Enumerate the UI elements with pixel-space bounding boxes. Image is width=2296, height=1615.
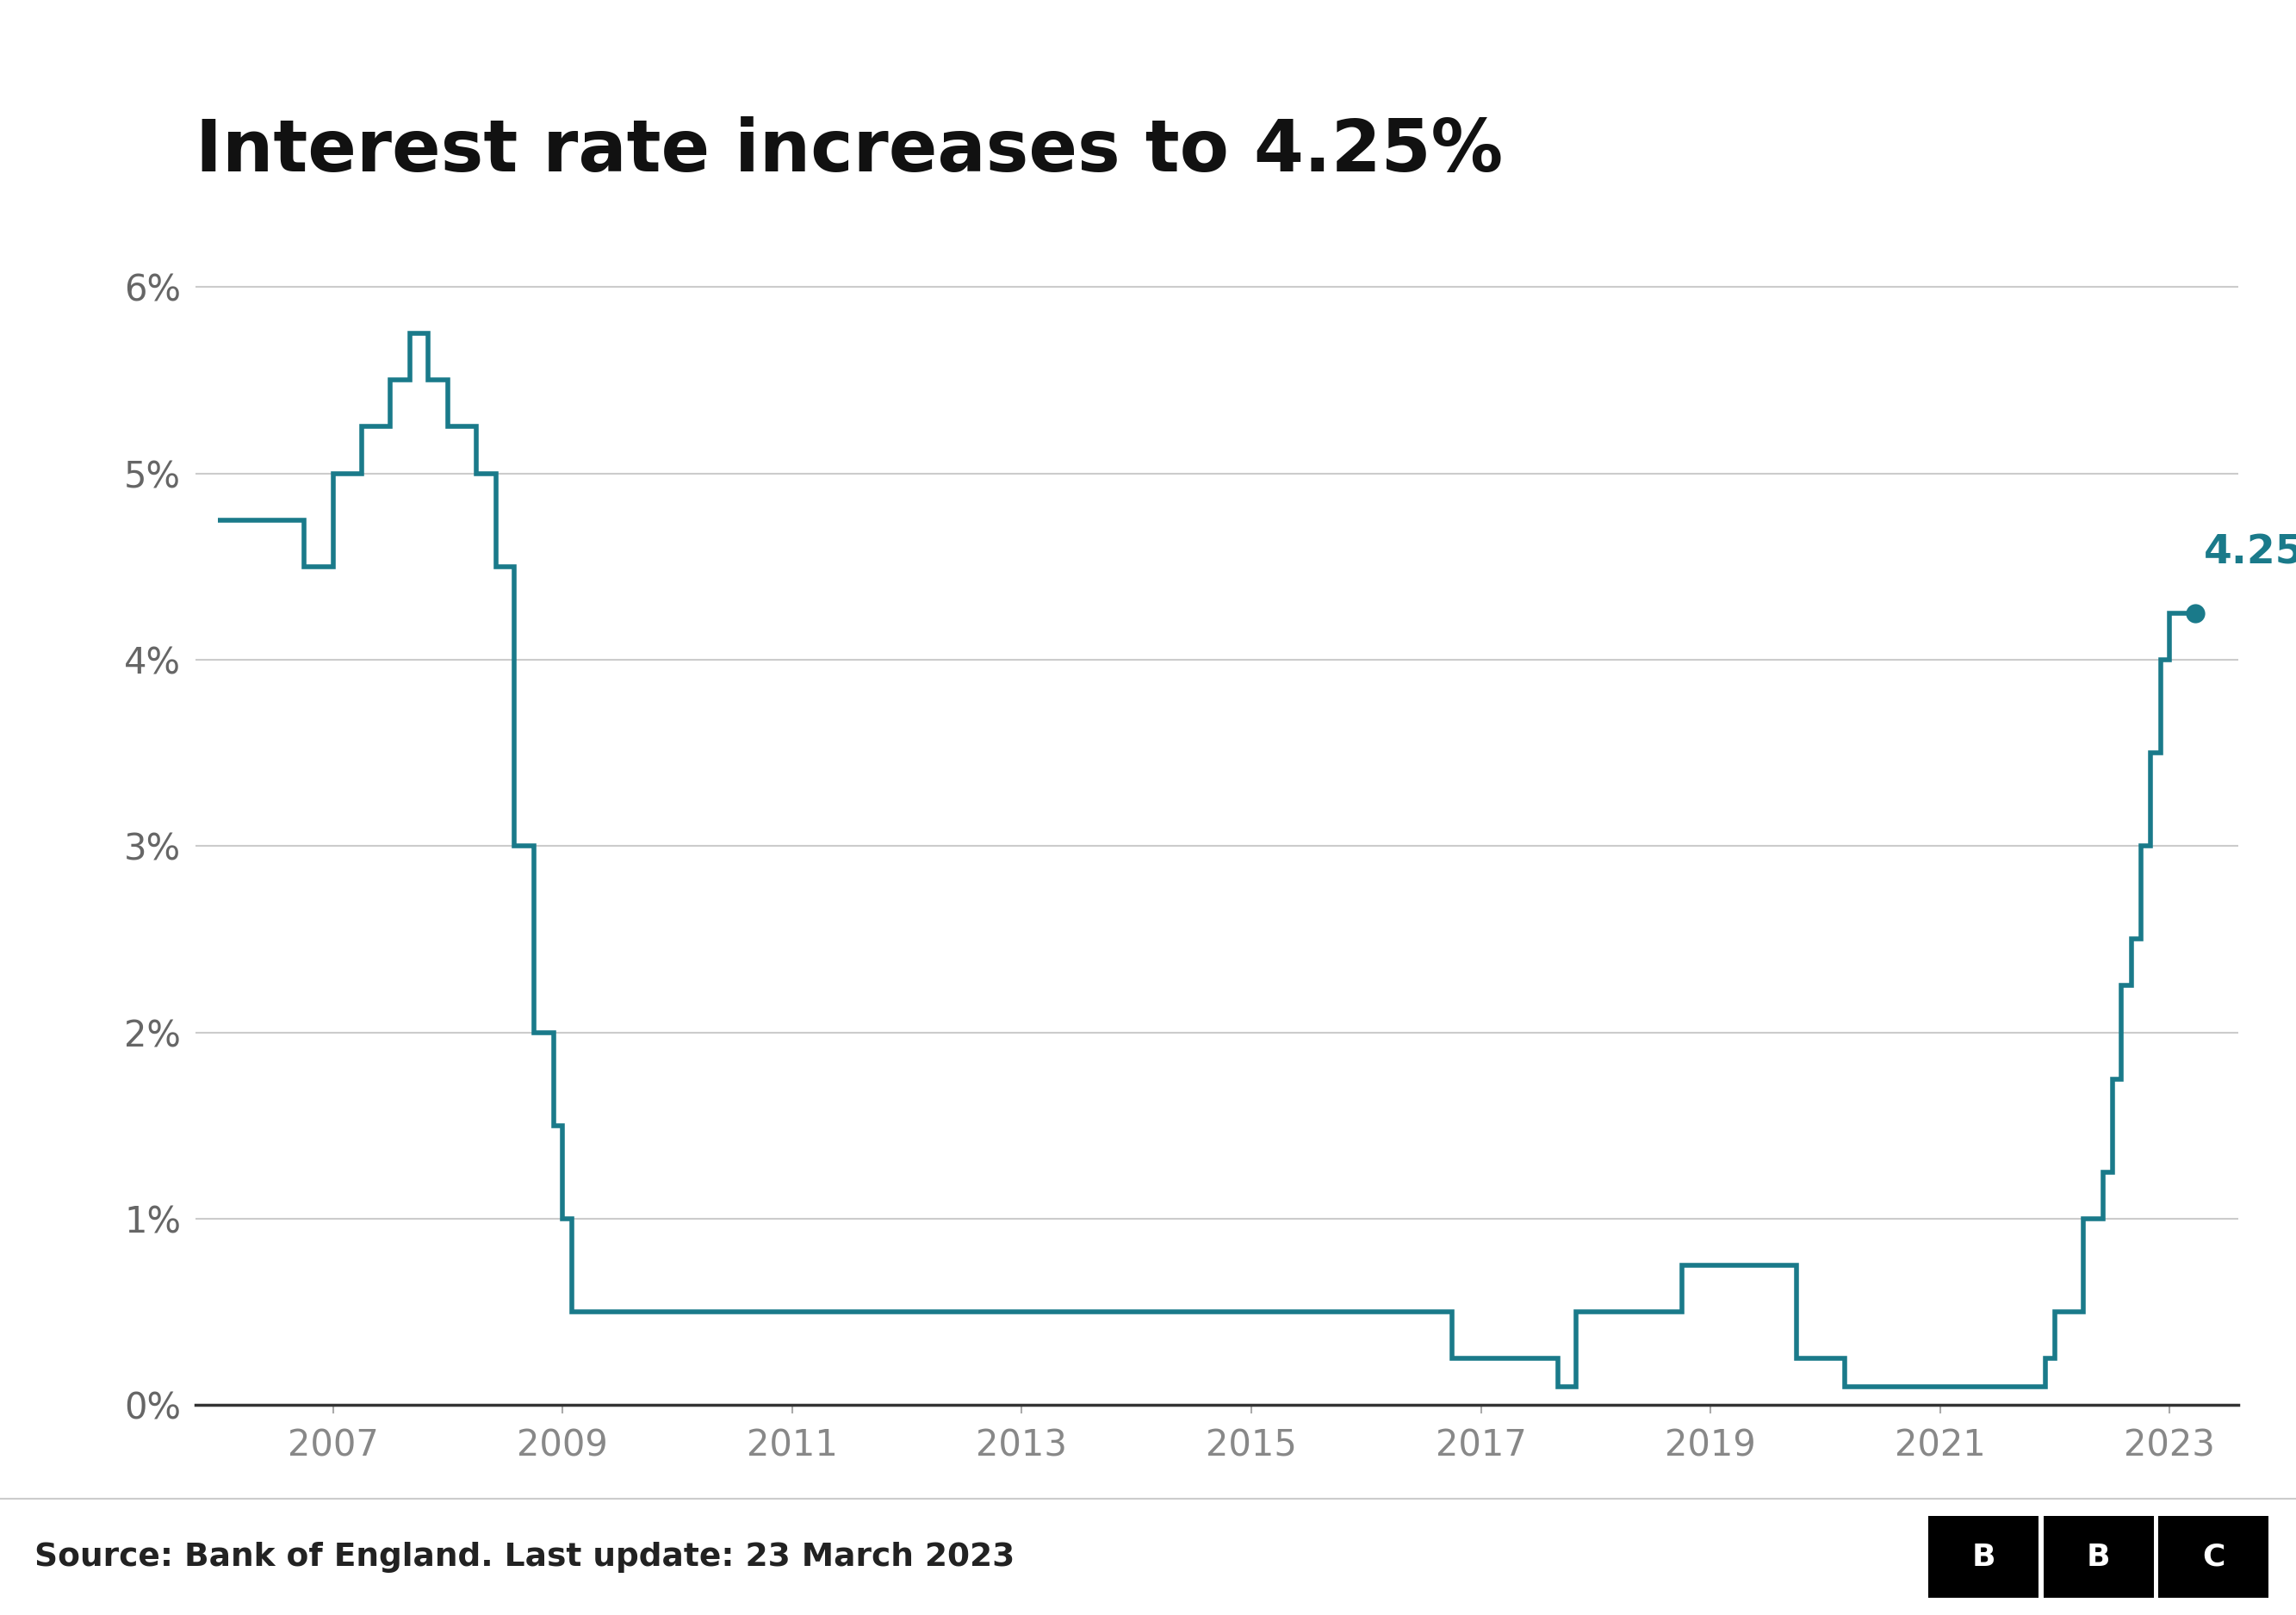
Text: B: B (1972, 1542, 1995, 1571)
Bar (1929, 1516, 2039, 1597)
Text: Source: Bank of England. Last update: 23 March 2023: Source: Bank of England. Last update: 23… (34, 1541, 1015, 1573)
Text: 4.25%: 4.25% (2204, 533, 2296, 572)
Text: Interest rate increases to 4.25%: Interest rate increases to 4.25% (195, 116, 1502, 186)
Bar (2043, 1516, 2154, 1597)
Bar (2158, 1516, 2268, 1597)
Text: B: B (2087, 1542, 2110, 1571)
Text: C: C (2202, 1542, 2225, 1571)
